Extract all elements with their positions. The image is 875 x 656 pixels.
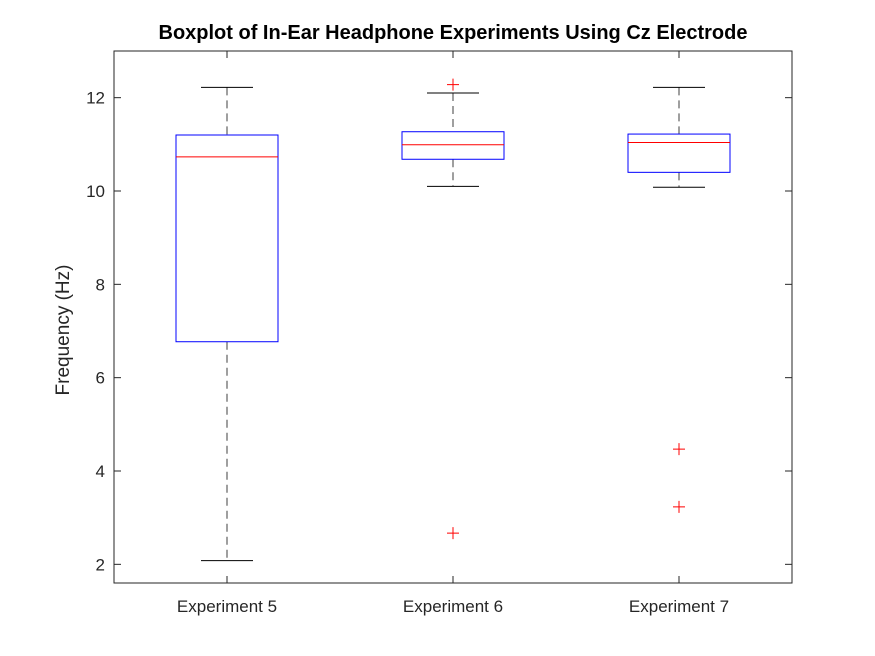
outlier-marker xyxy=(673,500,685,513)
y-axis-label: Frequency (Hz) xyxy=(53,265,74,396)
y-axis: 2 4 6 8 10 12 xyxy=(86,89,792,574)
box-iqr xyxy=(175,134,279,343)
outlier-marker xyxy=(447,78,459,91)
y-tick-label: 6 xyxy=(96,369,105,388)
box-iqr xyxy=(401,131,505,160)
box-group xyxy=(627,86,731,513)
x-axis: Experiment 5 Experiment 6 Experiment 7 xyxy=(177,51,729,616)
y-tick-label: 12 xyxy=(86,89,105,108)
y-tick-label: 8 xyxy=(96,275,105,294)
box-group xyxy=(175,86,279,562)
outlier-marker xyxy=(447,527,459,540)
x-tick-label: Experiment 5 xyxy=(177,597,277,616)
boxes xyxy=(175,78,731,562)
box-iqr xyxy=(627,133,731,173)
y-tick-label: 2 xyxy=(96,555,105,574)
x-tick-label: Experiment 6 xyxy=(403,597,503,616)
x-tick-label: Experiment 7 xyxy=(629,597,729,616)
outlier-marker xyxy=(673,443,685,456)
chart-title: Boxplot of In-Ear Headphone Experiments … xyxy=(159,22,748,44)
box-group xyxy=(401,78,505,540)
y-tick-label: 4 xyxy=(96,462,105,481)
y-tick-label: 10 xyxy=(86,182,105,201)
plot-area-frame xyxy=(113,50,793,584)
